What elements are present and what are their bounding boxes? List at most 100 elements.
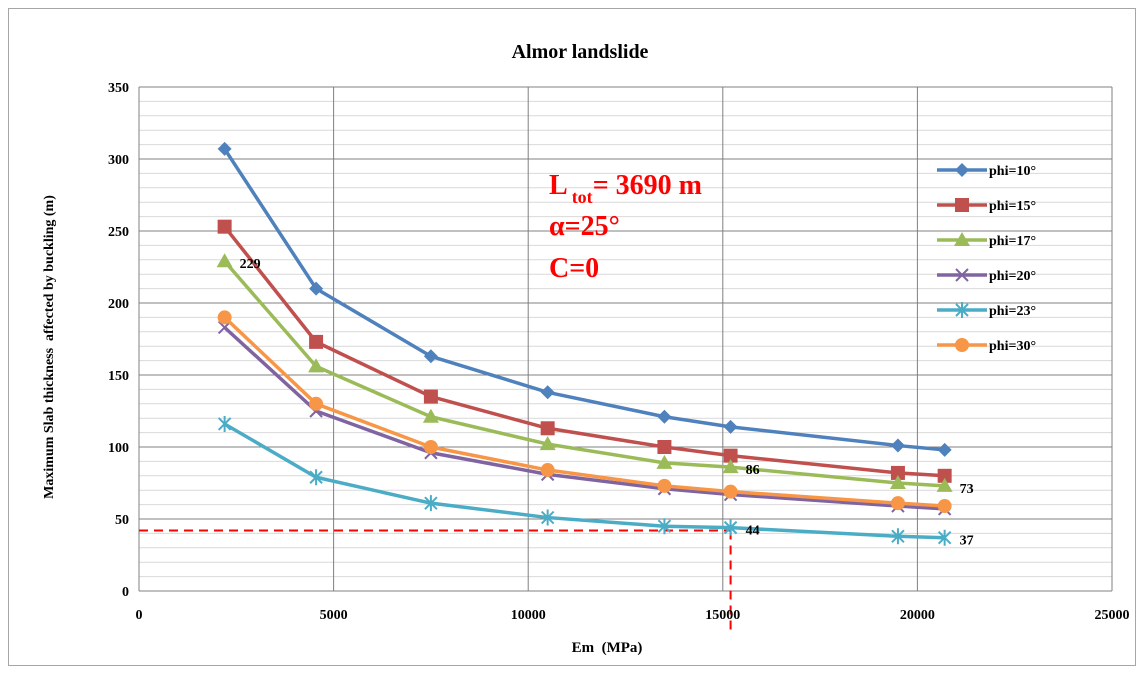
x-tick-label: 10000 (511, 608, 546, 623)
marker-triangle (308, 358, 325, 373)
series-1 (217, 141, 952, 457)
annotation-length: = 3690 m (593, 170, 702, 201)
marker-star (217, 415, 232, 432)
x-axis-label: Em (MPa) (572, 640, 643, 656)
marker-circle (955, 338, 969, 352)
data-labels: 229 86 73 44 37 (240, 257, 974, 548)
legend-label: phi=30° (989, 339, 1036, 354)
legend-item: phi=10° (937, 163, 1036, 179)
data-label: 229 (240, 257, 261, 272)
marker-square (423, 389, 438, 404)
marker-circle (217, 310, 232, 325)
marker-diamond (937, 442, 952, 457)
marker-star (309, 469, 323, 486)
chart-frame: Almor landslide 0 5000 10000 15000 20000 2500… (8, 8, 1136, 666)
marker-square (955, 198, 969, 212)
marker-diamond (309, 281, 324, 296)
chart-svg: Almor landslide 0 5000 10000 15000 20000 2500… (42, 41, 1130, 656)
marker-triangle (954, 232, 970, 246)
marker-diamond (217, 141, 232, 156)
marker-triangle (422, 408, 439, 423)
marker-diamond (890, 438, 905, 453)
series-2 (217, 219, 952, 483)
marker-square (540, 421, 555, 436)
marker-circle (937, 499, 952, 514)
marker-star (424, 495, 438, 512)
marker-diamond (955, 163, 969, 177)
legend-label: phi=20° (989, 269, 1036, 284)
marker-square (217, 219, 232, 234)
y-tick-label: 300 (108, 153, 129, 168)
y-tick-label: 0 (122, 585, 129, 600)
legend-label: phi=15° (989, 199, 1036, 214)
data-label: 86 (746, 463, 760, 478)
marker-triangle (539, 436, 556, 451)
data-label: 44 (746, 524, 760, 539)
series-line (223, 326, 945, 511)
series-group (216, 141, 953, 546)
marker-diamond (723, 419, 738, 434)
marker-star (657, 518, 672, 535)
marker-star (937, 529, 952, 546)
tick-labels: 0 5000 10000 15000 20000 25000 0 50 100 150 200 250… (108, 81, 1130, 623)
series-line (223, 147, 945, 452)
series-6 (217, 310, 952, 514)
legend-item: phi=17° (937, 232, 1036, 249)
y-tick-label: 250 (108, 225, 129, 240)
marker-square (723, 448, 738, 463)
y-axis-label: Maximum Slab thickness affected by buckl… (42, 195, 57, 499)
marker-diamond (423, 349, 438, 364)
y-tick-label: 350 (108, 81, 129, 96)
marker-circle (309, 396, 324, 411)
marker-triangle (889, 475, 906, 489)
legend-label: phi=10° (989, 164, 1036, 179)
legend-item: phi=23° (937, 302, 1036, 319)
annotation-tot: tot (572, 187, 593, 207)
grid (138, 86, 1113, 592)
series-5 (217, 415, 952, 546)
marker-circle (540, 463, 555, 478)
y-tick-label: 100 (108, 441, 129, 456)
x-tick-label: 5000 (320, 608, 348, 623)
marker-circle (890, 496, 905, 511)
marker-circle (723, 484, 738, 499)
legend-item: phi=20° (937, 268, 1036, 284)
marker-star (540, 509, 555, 526)
x-tick-label: 25000 (1095, 608, 1130, 623)
series-3 (216, 253, 953, 492)
marker-square (937, 468, 952, 483)
y-tick-label: 200 (108, 297, 129, 312)
marker-diamond (540, 385, 555, 400)
legend-item: phi=30° (937, 338, 1036, 354)
series-line (223, 225, 945, 478)
marker-star (891, 528, 905, 545)
x-tick-label: 15000 (705, 608, 740, 623)
marker-circle (423, 440, 438, 454)
marker-square (309, 334, 324, 349)
legend-item: phi=15° (937, 198, 1036, 214)
marker-circle (657, 478, 672, 493)
x-tick-label: 20000 (900, 608, 935, 623)
marker-star (723, 519, 738, 536)
marker-square (657, 440, 672, 454)
marker-diamond (657, 409, 672, 424)
marker-triangle (216, 253, 233, 268)
y-tick-label: 50 (115, 513, 129, 528)
marker-triangle (936, 477, 953, 492)
x-tick-label: 0 (136, 608, 143, 623)
marker-star (955, 302, 969, 318)
series-line (223, 316, 945, 508)
series-line (223, 422, 945, 540)
annotation-l: L (549, 170, 568, 201)
reference-lines (139, 529, 732, 631)
annotation-cohesion: C=0 (549, 253, 599, 284)
series-line (223, 260, 945, 488)
data-label: 37 (960, 534, 974, 549)
marker-square (890, 465, 905, 480)
marker-x (955, 268, 969, 282)
y-tick-label: 150 (108, 369, 129, 384)
legend: phi=10° phi=15° phi=17° phi=20° phi=23° phi=3… (937, 163, 1036, 354)
data-label: 73 (960, 482, 974, 497)
